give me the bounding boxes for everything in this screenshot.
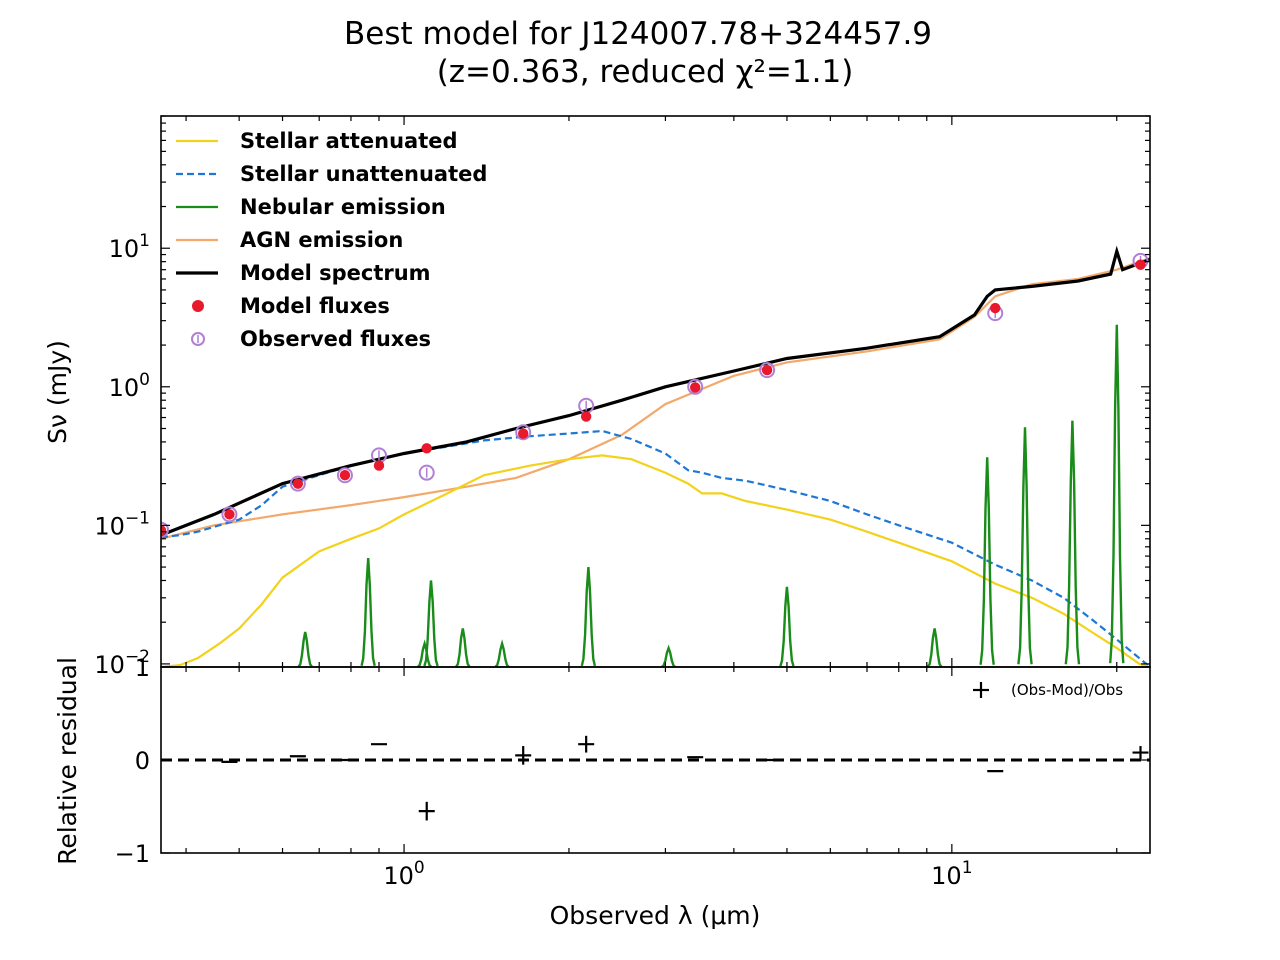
stellar-unattenuated-legend-label: Stellar unattenuated [240,162,487,186]
stellar-attenuated-line [161,454,1150,667]
nebular-emission-line-0 [297,631,313,667]
model-flux-point [421,443,432,454]
observed-flux-point [687,378,704,395]
model-flux-point [990,302,1001,314]
nebular-emission-line-12 [1064,420,1081,665]
observed-flux-point [336,467,353,484]
nebular-emission-line-2 [417,639,432,667]
observed-flux-point [161,521,169,538]
y-axis-label-residual: Relative residual [53,657,82,865]
residual-legend-label: (Obs-Mod)/Obs [1011,681,1123,699]
observed-flux-point [515,424,532,441]
observed-flux-point [759,362,776,379]
y-tick-label-main: 101 [109,231,150,263]
agn-emission-legend-label: AGN emission [240,228,403,252]
nebular-emission-legend-label: Nebular emission [240,195,446,219]
model-flux-point [580,411,592,422]
observed-flux-point [221,506,238,523]
y-tick-label-main: 10−2 [94,647,150,679]
nebular-emission-line-4 [455,628,471,667]
model-fluxes-legend-swatch [192,300,204,312]
model-flux-point [517,428,529,439]
model-flux-point [339,470,351,481]
stellar-attenuated-legend-label: Stellar attenuated [240,129,458,153]
model-spectrum-legend-label: Model spectrum [240,261,431,285]
observed-flux-point [289,475,306,492]
stellar-unattenuated-line [161,429,1150,667]
nebular-emission-line-5 [494,639,510,667]
nebular-emission-line-11 [1017,427,1033,665]
y-tick-label-main: 100 [109,370,150,402]
observed-fluxes-legend-swatch [191,332,205,346]
nebular-emission-line-10 [979,457,995,665]
model-flux-point [161,525,167,536]
observed-flux-point [418,464,435,481]
x-tick-label: 100 [383,858,424,890]
x-axis-label: Observed λ (μm) [550,901,761,930]
model-flux-point [292,478,304,489]
y-tick-label-main: 10−1 [94,508,150,540]
model-flux-point [224,509,235,520]
chart-subtitle: (z=0.363, reduced χ²=1.1) [437,54,854,90]
y-axis-label-main: Sν (mJy) [43,340,72,444]
nebular-emission-line-3 [423,580,439,667]
main-panel [161,245,1150,667]
model-flux-point [373,460,385,471]
nebular-emission-line-8 [779,586,795,667]
x-tick-label: 101 [931,858,972,890]
nebular-emission-line-6 [580,567,597,667]
y-tick-label-residual: 1 [135,654,150,682]
nebular-emission-line-1 [360,558,376,667]
nebular-emission-line-9 [926,628,943,667]
y-tick-label-residual: 0 [135,747,150,775]
nebular-emission-line-7 [661,644,676,667]
y-tick-label-residual: −1 [115,840,150,868]
axis-ticks [161,115,1150,854]
observed-fluxes-legend-label: Observed fluxes [240,327,431,351]
nebular-emission-line-13 [1109,324,1125,664]
legend: Stellar attenuated Stellar unattenuated Ne… [176,129,487,351]
model-flux-point [1135,259,1146,270]
residual-panel [161,735,1150,821]
chart-title: Best model for J124007.78+324457.9 [344,16,932,52]
model-fluxes-legend-label: Model fluxes [240,294,390,318]
model-flux-point [761,364,773,376]
residual-legend: (Obs-Mod)/Obs [973,681,1123,699]
model-flux-point [689,382,701,393]
